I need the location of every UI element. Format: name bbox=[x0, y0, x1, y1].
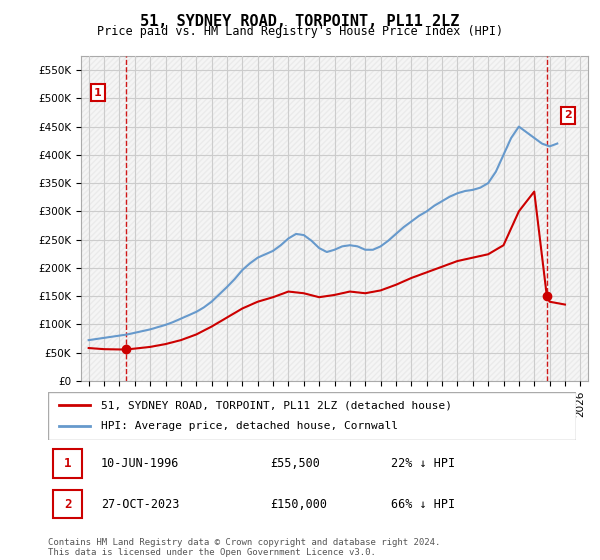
Text: 22% ↓ HPI: 22% ↓ HPI bbox=[391, 457, 455, 470]
Text: Contains HM Land Registry data © Crown copyright and database right 2024.
This d: Contains HM Land Registry data © Crown c… bbox=[48, 538, 440, 557]
Text: 66% ↓ HPI: 66% ↓ HPI bbox=[391, 498, 455, 511]
Text: HPI: Average price, detached house, Cornwall: HPI: Average price, detached house, Corn… bbox=[101, 421, 398, 431]
Bar bbox=[53, 490, 82, 519]
Text: 10-JUN-1996: 10-JUN-1996 bbox=[101, 457, 179, 470]
Text: 2: 2 bbox=[64, 498, 71, 511]
Text: Price paid vs. HM Land Registry's House Price Index (HPI): Price paid vs. HM Land Registry's House … bbox=[97, 25, 503, 38]
Text: 1: 1 bbox=[64, 457, 71, 470]
Text: 1: 1 bbox=[94, 88, 102, 97]
Text: 27-OCT-2023: 27-OCT-2023 bbox=[101, 498, 179, 511]
Text: 51, SYDNEY ROAD, TORPOINT, PL11 2LZ (detached house): 51, SYDNEY ROAD, TORPOINT, PL11 2LZ (det… bbox=[101, 400, 452, 410]
Text: £55,500: £55,500 bbox=[270, 457, 320, 470]
Text: £150,000: £150,000 bbox=[270, 498, 327, 511]
Text: 2: 2 bbox=[564, 110, 572, 120]
Bar bbox=[53, 449, 82, 478]
Text: 51, SYDNEY ROAD, TORPOINT, PL11 2LZ: 51, SYDNEY ROAD, TORPOINT, PL11 2LZ bbox=[140, 14, 460, 29]
FancyBboxPatch shape bbox=[81, 56, 588, 381]
